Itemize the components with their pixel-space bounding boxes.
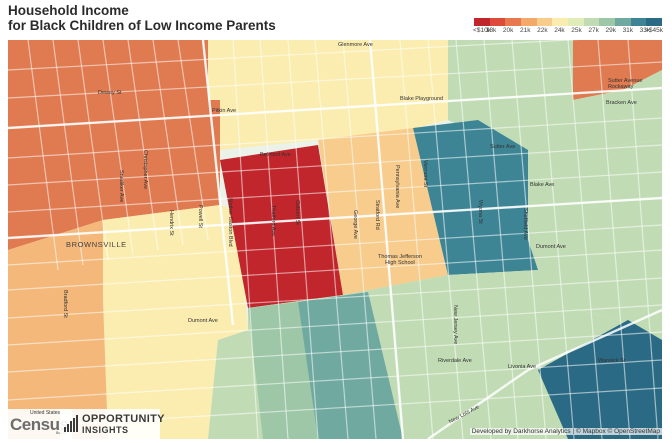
legend-label: 31k: [622, 27, 634, 34]
tract-polygon: [538, 320, 662, 439]
street-label: Sheffield Ave: [522, 208, 528, 240]
census-logo-word: Census: [10, 415, 69, 434]
legend-label: 20k: [502, 27, 514, 34]
poi-label: Sutter Avenue Rockaway: [608, 78, 643, 90]
tract-polygon: [573, 40, 662, 100]
legend-label: 25k: [571, 27, 582, 34]
street-grid: [8, 40, 662, 439]
color-legend: <$10k 18k 20k 21k 22k 24k 25k 27k 29k 31k 33k >$45k: [473, 18, 663, 38]
tract-polygon: [208, 40, 448, 150]
street-label: Dewey St: [98, 90, 122, 96]
opportunity-insights-icon: [64, 415, 78, 432]
map-attribution[interactable]: Developed by Darkhorse Analytics | © Map…: [469, 428, 662, 435]
tract-polygon: [220, 145, 343, 308]
street-label: Snediker Ave: [118, 170, 124, 203]
street-label: George Ave: [352, 210, 358, 239]
tract-polygon: [8, 40, 220, 250]
census-logo-top: United States: [30, 410, 61, 416]
street-label: Sutter Ave: [490, 144, 516, 150]
legend-swatch: [489, 18, 506, 26]
legend-label: 22k: [537, 27, 548, 34]
street-label: Bradford St: [62, 290, 68, 318]
street-label: Hendrix St: [168, 210, 174, 236]
street-label: Pitkin Ave: [212, 108, 237, 114]
tract-polygon: [8, 220, 108, 439]
opportunity-insights-line2: INSIGHTS: [82, 425, 129, 435]
legend-swatch: [474, 18, 490, 26]
street-label: Powell St: [197, 205, 203, 228]
legend-swatch: [521, 18, 537, 26]
legend-swatch: [646, 18, 663, 26]
legend-swatch: [505, 18, 522, 26]
legend-swatch: [615, 18, 631, 26]
legend-label: 18k: [485, 27, 497, 34]
street-label: Belmont Ave: [260, 152, 291, 158]
legend-label: 27k: [588, 27, 599, 34]
street-label: New Jersey Ave: [452, 305, 458, 345]
neighborhood-label: BROWNSVILLE: [66, 240, 127, 249]
opportunity-insights-line1: OPPORTUNITY: [82, 413, 165, 425]
legend-swatch: [536, 18, 553, 26]
street-label: Thatford Ave: [270, 205, 276, 237]
street-label: Pennsylvania Ave: [394, 165, 400, 209]
tract-polygon: [103, 205, 248, 439]
street-label: Livonia Ave: [508, 364, 537, 370]
street-label: Bracken Ave: [606, 100, 637, 106]
street-label: Glenmore Ave: [338, 42, 373, 48]
street-label: Mother Gaston Blvd: [227, 198, 233, 247]
legend-swatch: [630, 18, 647, 26]
street-label: Wyona St: [477, 200, 483, 224]
legend-swatch: [599, 18, 616, 26]
legend-label: 21k: [520, 27, 531, 34]
street-label: Riverdale Ave: [438, 358, 472, 364]
street-label: Stratford Rd: [374, 200, 380, 230]
street-label: Vermont St: [422, 160, 428, 188]
legend-label: >$45k: [645, 27, 663, 34]
tract-polygon: [448, 40, 662, 155]
legend-label: 29k: [605, 27, 616, 34]
major-roads: [8, 40, 662, 439]
choropleth-map[interactable]: BROWNSVILLE Pitkin Ave Sutter Ave Blake …: [8, 40, 662, 439]
legend-swatch: [552, 18, 569, 26]
opportunity-insights-logo: OPPORTUNITY INSIGHTS: [60, 409, 164, 439]
tract-polygon: [298, 292, 403, 439]
street-label: Osborn St: [294, 200, 300, 225]
legend-label: 33k: [639, 27, 651, 34]
legend-swatch: [583, 18, 600, 26]
street-label: Dumont Ave: [536, 244, 566, 250]
map-title-line1: Household Income: [8, 3, 129, 18]
legend-color-bar: [474, 18, 663, 26]
map-canvas[interactable]: [8, 40, 662, 439]
poi-label: Thomas Jefferson High School: [378, 254, 422, 266]
street-label: Warwick St: [598, 358, 626, 364]
map-title: Household Income for Black Children of L…: [8, 3, 276, 33]
street-label: Blake Ave: [530, 182, 555, 188]
legend-label: <$10k: [473, 27, 491, 34]
street-label: Christopher Ave: [142, 150, 148, 190]
legend-label: 24k: [554, 27, 565, 34]
street-label: Dumont Ave: [188, 318, 218, 324]
poi-label: Blake Playground: [400, 96, 444, 102]
legend-swatch: [568, 18, 584, 26]
map-title-line2: for Black Children of Low Income Parents: [8, 18, 276, 33]
